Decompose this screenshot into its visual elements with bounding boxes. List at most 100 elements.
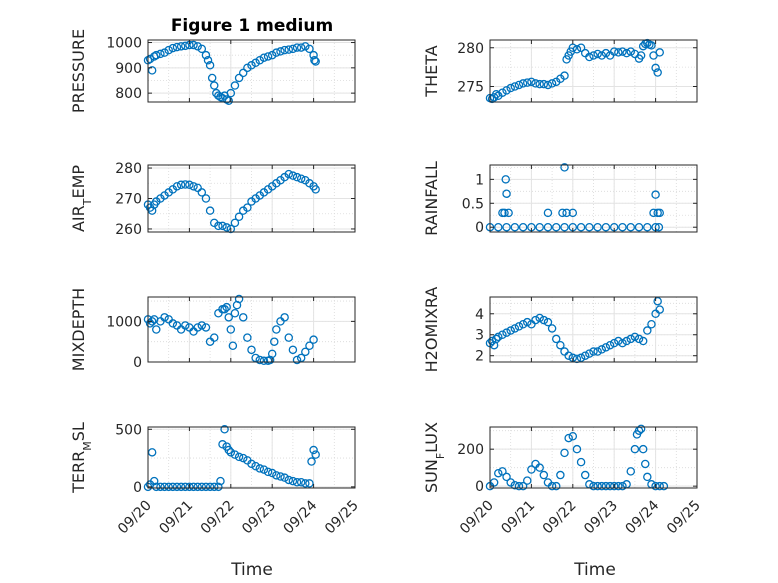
data-point — [502, 222, 511, 232]
data-point — [572, 45, 582, 54]
y-tick-label: 500 — [115, 422, 142, 438]
data-point — [181, 482, 190, 492]
data-point — [649, 208, 658, 218]
data-point — [284, 333, 294, 342]
data-point — [152, 325, 161, 334]
data-point — [589, 51, 598, 60]
data-point — [228, 341, 238, 350]
data-point — [284, 45, 294, 54]
data-point — [510, 82, 520, 91]
data-point — [272, 471, 281, 480]
data-point — [214, 482, 223, 492]
data-point — [222, 223, 231, 232]
y-tick-label: 1000 — [106, 36, 142, 52]
data-point — [601, 222, 611, 232]
data-point — [230, 81, 240, 90]
data-point — [556, 470, 565, 480]
panel-2: 275 280 THETA — [422, 38, 698, 104]
data-point — [654, 222, 664, 232]
data-point — [498, 330, 507, 339]
data-point — [197, 482, 207, 492]
data-point — [576, 457, 586, 467]
data-point — [500, 208, 509, 218]
data-point — [181, 321, 190, 330]
data-point — [568, 43, 578, 53]
data-point — [197, 188, 207, 197]
data-point — [305, 479, 314, 488]
data-point — [209, 81, 219, 90]
data-point — [189, 482, 198, 492]
data-point — [630, 332, 640, 342]
axes-box — [489, 164, 698, 233]
data-point — [172, 42, 182, 52]
data-point — [201, 482, 211, 492]
data-point — [251, 461, 260, 471]
data-point — [234, 212, 244, 222]
data-point — [614, 48, 623, 57]
data-point — [172, 482, 182, 492]
data-point — [647, 320, 656, 329]
data-point — [630, 49, 640, 59]
data-point — [259, 465, 269, 474]
y-axis-label: MIXDEPTH — [69, 288, 88, 371]
data-point — [309, 445, 318, 455]
data-point — [562, 208, 571, 218]
data-point — [601, 343, 611, 352]
data-point — [176, 482, 186, 492]
data-point — [185, 482, 194, 492]
data-point — [276, 47, 285, 56]
data-point — [502, 472, 511, 482]
y-tick-label: 0.5 — [462, 196, 484, 212]
data-point — [234, 73, 244, 83]
panel-4: 0 0.5 1 RAINFALL — [422, 161, 698, 236]
data-point — [255, 55, 265, 65]
data-point — [288, 44, 298, 54]
y-tick-label: 0 — [475, 220, 484, 236]
axes-box — [147, 296, 356, 363]
data-point — [216, 476, 225, 486]
data-point — [230, 450, 240, 459]
data-point — [160, 313, 169, 322]
panel-6: 2 3 4 H2OMIXRA — [422, 287, 698, 372]
data-point — [609, 338, 619, 348]
y-tick-label: 4 — [475, 307, 484, 323]
data-point — [172, 182, 182, 191]
data-point — [605, 481, 615, 491]
data-point — [164, 482, 173, 492]
data-point — [539, 470, 549, 480]
data-point — [510, 480, 520, 490]
data-point — [243, 63, 252, 73]
y-tick-label: 900 — [115, 61, 142, 77]
data-point — [251, 58, 260, 68]
data-point — [214, 221, 223, 231]
data-point — [263, 467, 273, 477]
data-point — [547, 324, 557, 333]
data-point — [149, 476, 159, 486]
data-point — [230, 308, 240, 318]
data-point — [226, 88, 236, 98]
data-point — [147, 66, 157, 75]
data-point — [207, 73, 217, 83]
data-point — [622, 336, 631, 346]
data-point — [238, 453, 248, 463]
x-axis-label-right: Time — [573, 560, 616, 580]
data-point — [280, 313, 289, 322]
data-point — [267, 468, 277, 478]
y-tick-label: 280 — [115, 161, 142, 177]
data-point — [593, 222, 602, 232]
data-point — [636, 424, 646, 434]
y-axis-label: PRESSURE — [69, 29, 88, 113]
data-point — [259, 356, 269, 366]
data-point — [634, 222, 644, 232]
data-point — [535, 222, 544, 232]
data-point — [185, 180, 194, 190]
data-point — [205, 482, 215, 492]
data-point — [551, 334, 561, 344]
data-point — [156, 49, 165, 59]
data-point — [618, 222, 627, 232]
data-point — [205, 61, 215, 70]
data-point — [568, 208, 578, 218]
data-point — [255, 355, 265, 365]
data-point — [634, 334, 644, 344]
data-point — [243, 333, 252, 342]
